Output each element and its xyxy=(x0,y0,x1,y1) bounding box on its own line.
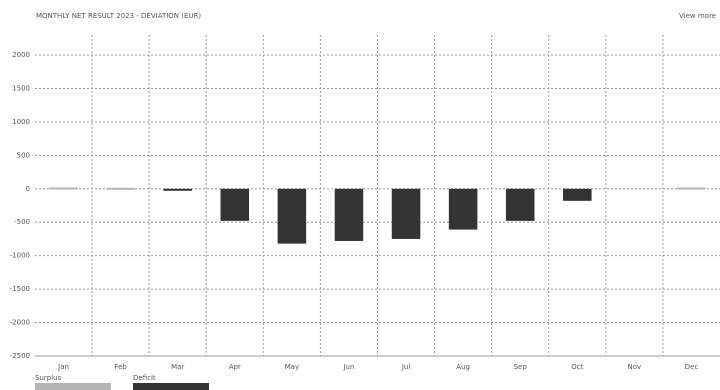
x-tick-label: Jul xyxy=(401,363,411,371)
bar xyxy=(163,188,192,191)
y-tick-label: 1500 xyxy=(12,84,30,92)
bar xyxy=(334,188,364,241)
y-tick-label: -1000 xyxy=(10,252,30,260)
bar xyxy=(448,188,478,230)
x-tick-label: Sep xyxy=(514,363,528,371)
y-tick-label: 500 xyxy=(17,151,30,159)
y-tick-label: -1500 xyxy=(10,285,30,293)
y-tick-label: -2000 xyxy=(10,319,30,327)
x-tick-label: Jun xyxy=(342,363,354,371)
x-tick-label: Oct xyxy=(571,363,583,371)
y-tick-label: -500 xyxy=(14,218,30,226)
y-tick-label: 2000 xyxy=(12,51,30,59)
bar xyxy=(391,188,421,239)
x-tick-label: Mar xyxy=(171,363,184,371)
bar xyxy=(220,188,250,221)
bar xyxy=(49,187,78,190)
bar xyxy=(505,188,535,221)
legend-label: Surplus xyxy=(35,374,62,382)
bar xyxy=(106,187,135,190)
bar xyxy=(677,187,706,190)
x-tick-label: Nov xyxy=(628,363,642,371)
legend-swatch xyxy=(35,383,111,390)
y-tick-label: 0 xyxy=(26,185,30,193)
legend-label: Deficit xyxy=(133,374,156,382)
x-tick-label: Feb xyxy=(114,363,127,371)
chart-title: MONTHLY NET RESULT 2023 - DEVIATION (EUR… xyxy=(36,12,201,20)
y-tick-label: -2500 xyxy=(10,352,30,360)
y-tick-label: 1000 xyxy=(12,118,30,126)
x-tick-label: Dec xyxy=(685,363,699,371)
bar xyxy=(563,188,592,201)
bar xyxy=(277,188,307,244)
x-tick-label: Aug xyxy=(456,363,470,371)
x-tick-label: Apr xyxy=(229,363,241,371)
x-tick-label: Jan xyxy=(57,363,69,371)
view-link[interactable]: View more xyxy=(679,12,716,20)
legend-swatch xyxy=(133,383,209,390)
x-tick-label: May xyxy=(285,363,299,371)
